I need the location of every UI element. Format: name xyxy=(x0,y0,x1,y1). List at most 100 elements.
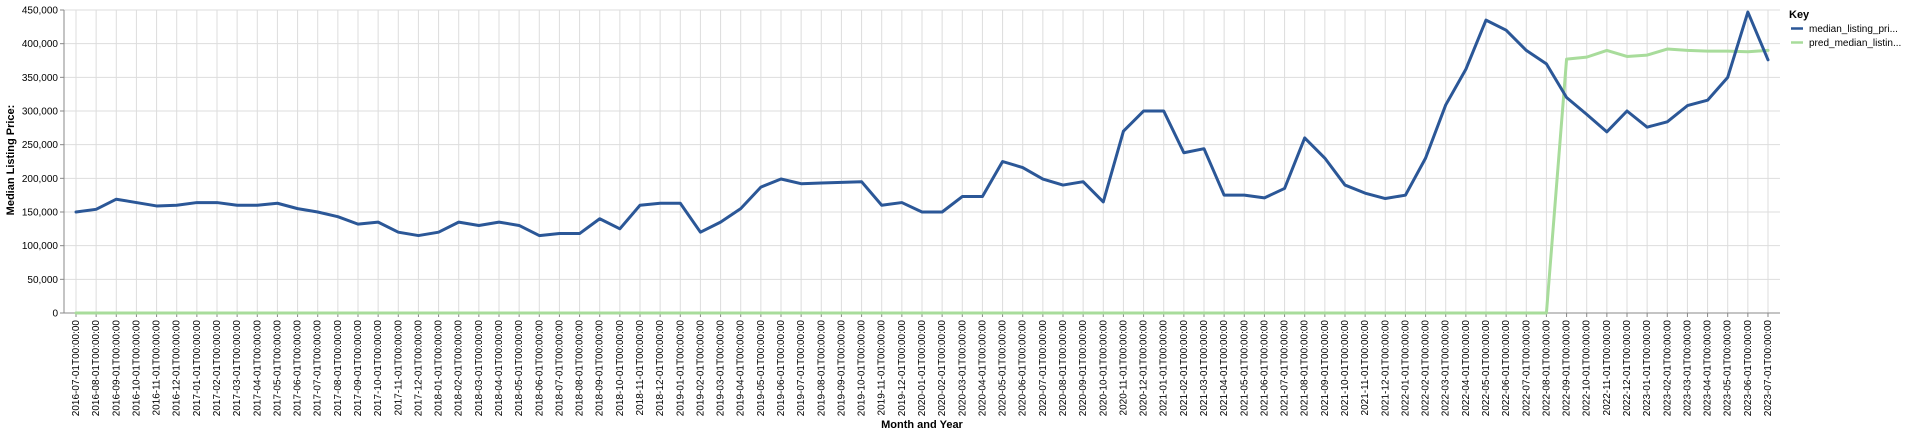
x-tick-label: 2019-10-01T00:00:00 xyxy=(857,320,868,417)
y-tick-label: 350,000 xyxy=(22,73,59,84)
x-tick-label: 2016-12-01T00:00:00 xyxy=(172,320,183,417)
y-tick-label: 250,000 xyxy=(22,140,59,151)
y-tick-label: 400,000 xyxy=(22,39,59,50)
x-tick-label: 2021-06-01T00:00:00 xyxy=(1259,320,1270,417)
x-tick-label: 2017-06-01T00:00:00 xyxy=(293,320,304,417)
legend-label: median_listing_pri... xyxy=(1809,24,1898,35)
x-tick-label: 2021-07-01T00:00:00 xyxy=(1280,320,1291,417)
x-tick-label: 2021-01-01T00:00:00 xyxy=(1159,320,1170,417)
x-tick-label: 2021-11-01T00:00:00 xyxy=(1360,320,1371,416)
x-tick-label: 2020-06-01T00:00:00 xyxy=(1018,320,1029,417)
x-tick-label: 2023-01-01T00:00:00 xyxy=(1642,320,1653,417)
y-axis-title: Median Listing Price: xyxy=(5,105,17,216)
x-tick-label: 2023-07-01T00:00:00 xyxy=(1763,320,1774,417)
x-tick-label: 2021-08-01T00:00:00 xyxy=(1300,320,1311,417)
x-tick-label: 2020-12-01T00:00:00 xyxy=(1139,320,1150,417)
x-tick-label: 2019-02-01T00:00:00 xyxy=(695,320,706,417)
x-tick-label: 2022-12-01T00:00:00 xyxy=(1622,320,1633,417)
x-tick-label: 2017-09-01T00:00:00 xyxy=(353,320,364,417)
x-tick-label: 2018-07-01T00:00:00 xyxy=(554,320,565,417)
y-tick-label: 300,000 xyxy=(22,107,59,118)
x-tick-label: 2021-05-01T00:00:00 xyxy=(1239,320,1250,417)
grid-layer xyxy=(64,9,1780,314)
x-tick-label: 2021-04-01T00:00:00 xyxy=(1219,320,1230,417)
x-tick-label: 2018-10-01T00:00:00 xyxy=(615,320,626,417)
x-tick-label: 2020-05-01T00:00:00 xyxy=(998,320,1009,417)
x-tick-label: 2020-01-01T00:00:00 xyxy=(917,320,928,417)
x-tick-label: 2016-07-01T00:00:00 xyxy=(71,320,82,417)
x-tick-label: 2017-12-01T00:00:00 xyxy=(413,320,424,417)
x-tick-label: 2017-01-01T00:00:00 xyxy=(192,320,203,417)
x-tick-label: 2021-03-01T00:00:00 xyxy=(1199,320,1210,417)
x-tick-label: 2017-05-01T00:00:00 xyxy=(272,320,283,417)
x-tick-label: 2021-10-01T00:00:00 xyxy=(1340,320,1351,417)
x-tick-label: 2016-09-01T00:00:00 xyxy=(111,320,122,417)
series-line xyxy=(74,10,1770,238)
x-tick-label: 2022-02-01T00:00:00 xyxy=(1421,320,1432,417)
x-tick-label: 2017-04-01T00:00:00 xyxy=(252,320,263,417)
y-tick-label: 0 xyxy=(52,309,58,320)
x-tick-label: 2017-07-01T00:00:00 xyxy=(313,320,324,417)
legend-title: Key xyxy=(1789,9,1810,21)
x-tick-label: 2017-02-01T00:00:00 xyxy=(212,320,223,417)
x-tick-label: 2018-09-01T00:00:00 xyxy=(595,320,606,417)
x-tick-label: 2019-11-01T00:00:00 xyxy=(877,320,888,416)
x-tick-label: 2019-06-01T00:00:00 xyxy=(776,320,787,417)
x-tick-label: 2020-07-01T00:00:00 xyxy=(1038,320,1049,417)
x-tick-label: 2022-08-01T00:00:00 xyxy=(1541,320,1552,417)
x-tick-label: 2018-04-01T00:00:00 xyxy=(494,320,505,417)
x-tick-label: 2019-08-01T00:00:00 xyxy=(816,320,827,417)
x-tick-label: 2019-03-01T00:00:00 xyxy=(716,320,727,417)
x-tick-label: 2023-06-01T00:00:00 xyxy=(1743,320,1754,417)
x-tick-label: 2018-02-01T00:00:00 xyxy=(454,320,465,417)
x-tick-label: 2022-03-01T00:00:00 xyxy=(1441,320,1452,417)
x-tick-label: 2018-05-01T00:00:00 xyxy=(514,320,525,417)
x-tick-label: 2023-02-01T00:00:00 xyxy=(1662,320,1673,417)
x-tick-label: 2022-09-01T00:00:00 xyxy=(1562,320,1573,417)
x-tick-label: 2020-09-01T00:00:00 xyxy=(1078,320,1089,417)
x-tick-label: 2018-11-01T00:00:00 xyxy=(635,320,646,416)
y-tick-label: 150,000 xyxy=(22,208,59,219)
x-tick-label: 2019-09-01T00:00:00 xyxy=(836,320,847,417)
x-tick-label: 2017-10-01T00:00:00 xyxy=(373,320,384,417)
x-tick-label: 2018-12-01T00:00:00 xyxy=(655,320,666,417)
y-tick-label: 450,000 xyxy=(22,6,59,17)
legend: Key median_listing_pri... pred_median_lis… xyxy=(1789,9,1901,49)
x-tick-label: 2018-06-01T00:00:00 xyxy=(534,320,545,417)
x-tick-label: 2018-01-01T00:00:00 xyxy=(434,320,445,417)
x-tick-label: 2021-02-01T00:00:00 xyxy=(1179,320,1190,417)
x-tick-label: 2022-01-01T00:00:00 xyxy=(1400,320,1411,417)
x-tick-label: 2016-08-01T00:00:00 xyxy=(91,320,102,417)
x-tick-label: 2017-08-01T00:00:00 xyxy=(333,320,344,417)
x-tick-label: 2019-01-01T00:00:00 xyxy=(675,320,686,417)
y-tick-label: 200,000 xyxy=(22,174,59,185)
y-tick-label: 100,000 xyxy=(22,241,59,252)
x-tick-label: 2017-03-01T00:00:00 xyxy=(232,320,243,417)
series-line xyxy=(74,47,1770,315)
y-tick-label: 50,000 xyxy=(27,275,58,286)
x-tick-label: 2016-10-01T00:00:00 xyxy=(131,320,142,417)
x-tick-label: 2022-06-01T00:00:00 xyxy=(1501,320,1512,417)
x-axis-title: Month and Year xyxy=(881,419,963,431)
x-tick-label: 2022-07-01T00:00:00 xyxy=(1521,320,1532,417)
x-tick-label: 2020-10-01T00:00:00 xyxy=(1098,320,1109,417)
x-tick-label: 2020-02-01T00:00:00 xyxy=(937,320,948,417)
x-tick-label: 2019-12-01T00:00:00 xyxy=(897,320,908,417)
x-tick-label: 2020-11-01T00:00:00 xyxy=(1118,320,1129,416)
x-tick-label: 2022-11-01T00:00:00 xyxy=(1602,320,1613,416)
x-tick-label: 2018-08-01T00:00:00 xyxy=(575,320,586,417)
x-tick-label: 2023-03-01T00:00:00 xyxy=(1682,320,1693,417)
x-tick-label: 2023-04-01T00:00:00 xyxy=(1703,320,1714,417)
x-tick-label: 2017-11-01T00:00:00 xyxy=(393,320,404,416)
legend-items: median_listing_pri... pred_median_listin.… xyxy=(1791,24,1901,49)
x-tick-label: 2019-05-01T00:00:00 xyxy=(756,320,767,417)
legend-label: pred_median_listin... xyxy=(1809,38,1901,49)
x-tick-label: 2016-11-01T00:00:00 xyxy=(152,320,163,416)
axis-layer: 0 50,000 100,000 150,000 200,000 250,000 300,0… xyxy=(22,6,1780,417)
x-tick-label: 2021-12-01T00:00:00 xyxy=(1380,320,1391,417)
x-tick-label: 2022-10-01T00:00:00 xyxy=(1582,320,1593,417)
x-tick-label: 2020-03-01T00:00:00 xyxy=(957,320,968,417)
x-tick-label: 2019-07-01T00:00:00 xyxy=(796,320,807,417)
